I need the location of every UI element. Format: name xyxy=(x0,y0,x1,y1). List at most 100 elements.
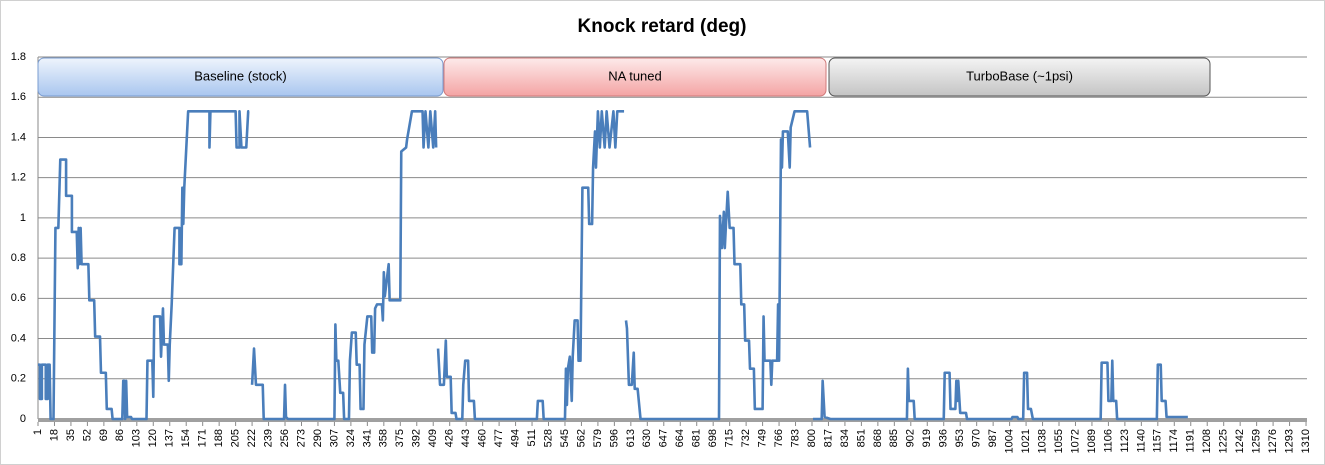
x-tick-label: 1276 xyxy=(1267,429,1279,453)
x-tick-label: 1072 xyxy=(1069,429,1081,453)
x-tick-label: 18 xyxy=(48,429,60,441)
x-tick-label: 154 xyxy=(180,429,192,447)
x-tick-label: 1038 xyxy=(1036,429,1048,453)
x-tick-label: 341 xyxy=(361,429,373,447)
x-tick-label: 137 xyxy=(164,429,176,447)
x-tick-label: 443 xyxy=(460,429,472,447)
x-tick-label: 273 xyxy=(295,429,307,447)
x-tick-label: 664 xyxy=(674,429,686,447)
x-tick-label: 426 xyxy=(444,429,456,447)
annotation: TurboBase (~1psi) xyxy=(966,68,1073,83)
annotation-box xyxy=(443,57,827,97)
x-tick-label: 919 xyxy=(921,429,933,447)
x-tick-label: 562 xyxy=(575,429,587,447)
x-tick-label: 494 xyxy=(509,429,521,447)
data-line xyxy=(38,110,250,421)
x-tick-label: 1293 xyxy=(1283,429,1295,453)
x-tick-label: 1208 xyxy=(1201,429,1213,453)
x-tick-label: 732 xyxy=(740,429,752,447)
x-tick-label: 885 xyxy=(888,429,900,447)
y-tick-label: 1 xyxy=(20,212,26,224)
x-tick-label: 987 xyxy=(987,429,999,447)
y-tick-label: 0.6 xyxy=(11,292,26,304)
x-tick-label: 953 xyxy=(954,429,966,447)
x-tick-label: 1174 xyxy=(1168,429,1180,453)
x-tick-label: 52 xyxy=(81,429,93,441)
y-tick-label: 1.2 xyxy=(11,172,26,184)
x-tick-label: 834 xyxy=(839,429,851,447)
x-tick-label: 749 xyxy=(756,429,768,447)
x-tick-label: 103 xyxy=(131,429,143,447)
x-tick-label: 256 xyxy=(279,429,291,447)
x-tick-label: 630 xyxy=(641,429,653,447)
data-line xyxy=(436,110,625,421)
annotation: NA tuned xyxy=(608,68,662,83)
x-tick-label: 120 xyxy=(147,429,159,447)
x-tick-label: 1106 xyxy=(1102,429,1114,453)
x-tick-label: 409 xyxy=(427,429,439,447)
x-tick-label: 1157 xyxy=(1152,429,1164,453)
x-tick-label: 766 xyxy=(773,429,785,447)
x-tick-label: 545 xyxy=(559,429,571,447)
x-tick-label: 171 xyxy=(197,429,209,447)
x-tick-label: 1 xyxy=(32,429,44,435)
x-tick-label: 358 xyxy=(378,429,390,447)
x-tick-label: 579 xyxy=(592,429,604,447)
x-tick-label: 698 xyxy=(707,429,719,447)
x-tick-label: 596 xyxy=(608,429,620,447)
x-tick-label: 324 xyxy=(345,429,357,447)
x-tick-label: 1310 xyxy=(1300,429,1312,453)
x-tick-label: 1089 xyxy=(1086,429,1098,453)
y-tick-label: 0.4 xyxy=(11,332,26,344)
x-tick-label: 970 xyxy=(971,429,983,447)
x-tick-label: 817 xyxy=(822,429,834,447)
y-tick-label: 1.6 xyxy=(11,91,26,103)
x-tick-label: 511 xyxy=(526,429,538,447)
x-tick-label: 1055 xyxy=(1053,429,1065,453)
x-tick-label: 1004 xyxy=(1004,429,1016,453)
x-tick-label: 460 xyxy=(477,429,489,447)
x-tick-label: 86 xyxy=(114,429,126,441)
x-tick-label: 1225 xyxy=(1218,429,1230,453)
y-tick-label: 0.8 xyxy=(11,252,26,264)
x-tick-label: 868 xyxy=(872,429,884,447)
x-tick-label: 851 xyxy=(855,429,867,447)
x-tick-label: 1140 xyxy=(1135,429,1147,453)
x-tick-label: 800 xyxy=(806,429,818,447)
data-line xyxy=(812,359,1188,421)
x-tick-label: 902 xyxy=(905,429,917,447)
x-tick-label: 715 xyxy=(724,429,736,447)
data-line xyxy=(250,110,438,421)
x-tick-label: 239 xyxy=(262,429,274,447)
chart-title: Knock retard (deg) xyxy=(578,16,747,37)
x-tick-label: 392 xyxy=(411,429,423,447)
x-tick-label: 528 xyxy=(542,429,554,447)
y-tick-label: 0 xyxy=(20,413,26,425)
x-tick-label: 205 xyxy=(230,429,242,447)
x-tick-label: 69 xyxy=(98,429,110,441)
x-tick-label: 1242 xyxy=(1234,429,1246,453)
y-tick-label: 0.2 xyxy=(11,373,26,385)
x-tick-label: 222 xyxy=(246,429,258,447)
x-tick-label: 35 xyxy=(65,429,77,441)
x-tick-label: 188 xyxy=(213,429,225,447)
x-tick-label: 783 xyxy=(789,429,801,447)
y-tick-label: 1.8 xyxy=(11,51,26,63)
x-tick-label: 290 xyxy=(312,429,324,447)
x-tick-label: 647 xyxy=(658,429,670,447)
x-tick-label: 1259 xyxy=(1251,429,1263,453)
x-tick-label: 375 xyxy=(394,429,406,447)
x-tick-label: 1021 xyxy=(1020,429,1032,453)
x-tick-label: 681 xyxy=(691,429,703,447)
data-line xyxy=(624,110,812,421)
x-tick-label: 307 xyxy=(328,429,340,447)
x-tick-label: 936 xyxy=(938,429,950,447)
y-tick-label: 1.4 xyxy=(11,131,26,143)
annotation: Baseline (stock) xyxy=(194,68,286,83)
x-tick-label: 613 xyxy=(625,429,637,447)
annotation-box xyxy=(828,57,1211,97)
annotation-box xyxy=(37,57,444,97)
x-tick-label: 1123 xyxy=(1119,429,1131,453)
